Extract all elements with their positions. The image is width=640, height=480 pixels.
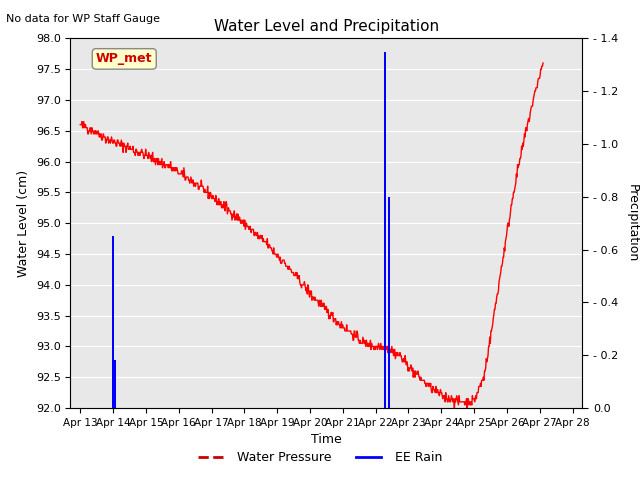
Title: Water Level and Precipitation: Water Level and Precipitation bbox=[214, 20, 439, 35]
Bar bbox=[114, 360, 116, 408]
Bar bbox=[112, 236, 114, 408]
Legend:  Water Pressure,  EE Rain: Water Pressure, EE Rain bbox=[193, 446, 447, 469]
X-axis label: Time: Time bbox=[311, 433, 342, 446]
Text: WP_met: WP_met bbox=[96, 52, 152, 65]
Y-axis label: Water Level (cm): Water Level (cm) bbox=[17, 169, 30, 277]
Bar bbox=[388, 197, 390, 408]
Bar bbox=[385, 51, 387, 408]
Text: No data for WP Staff Gauge: No data for WP Staff Gauge bbox=[6, 14, 161, 24]
Y-axis label: Precipitation: Precipitation bbox=[626, 184, 639, 263]
